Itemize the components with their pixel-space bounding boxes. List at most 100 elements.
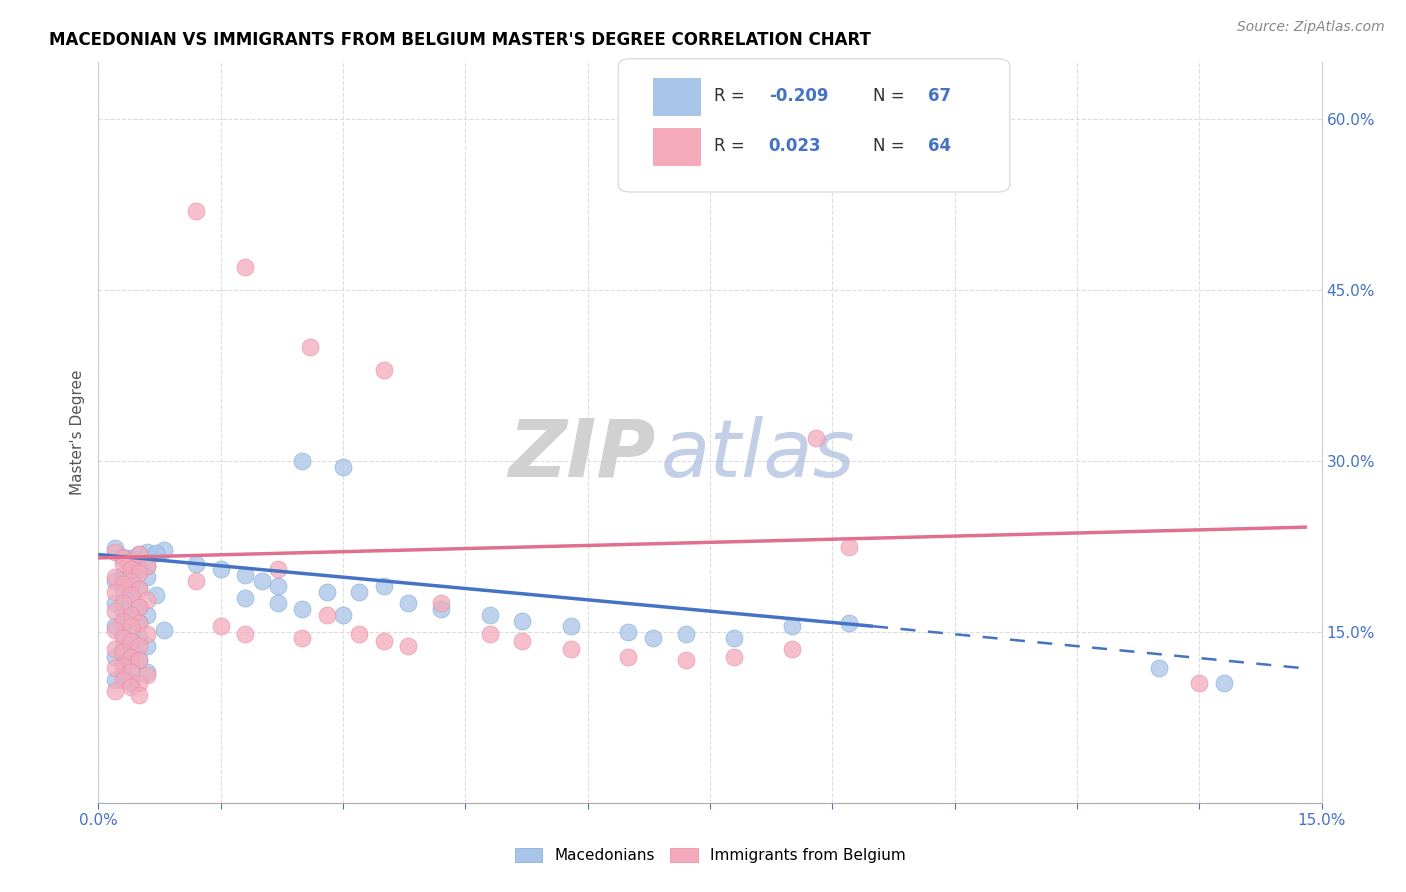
Point: [675, 653, 697, 667]
Point: [315, 585, 337, 599]
Point: [396, 597, 419, 611]
Point: [233, 568, 256, 582]
Point: [128, 582, 150, 596]
Point: [120, 607, 142, 622]
Point: [128, 562, 150, 576]
Point: [136, 665, 159, 679]
Text: atlas: atlas: [661, 416, 856, 494]
Point: [104, 541, 127, 555]
Point: [780, 642, 803, 657]
Text: R =: R =: [714, 87, 749, 104]
Point: [780, 619, 803, 633]
Point: [512, 614, 534, 628]
Point: [128, 676, 150, 690]
Point: [332, 459, 354, 474]
Point: [315, 607, 337, 622]
Point: [838, 615, 860, 630]
Point: [111, 673, 134, 687]
Point: [111, 614, 134, 628]
Point: [120, 562, 142, 576]
Point: [111, 642, 134, 657]
Point: [120, 645, 142, 659]
Point: [145, 589, 167, 603]
Point: [104, 545, 127, 559]
Point: [186, 574, 208, 588]
Point: [111, 577, 134, 591]
Point: [111, 549, 134, 564]
Point: [111, 568, 134, 582]
Point: [723, 650, 745, 665]
Point: [120, 557, 142, 571]
Point: [396, 639, 419, 653]
Point: [233, 591, 256, 605]
Point: [104, 570, 127, 584]
Point: [111, 657, 134, 671]
Point: [120, 577, 142, 591]
Point: [120, 593, 142, 607]
Point: [111, 645, 134, 659]
Point: [641, 631, 664, 645]
Point: [267, 562, 290, 576]
Point: [373, 579, 395, 593]
Point: [349, 627, 371, 641]
Point: [512, 634, 534, 648]
Point: [373, 634, 395, 648]
Legend: Macedonians, Immigrants from Belgium: Macedonians, Immigrants from Belgium: [509, 841, 911, 869]
Point: [186, 203, 208, 218]
Point: [128, 653, 150, 667]
Text: MACEDONIAN VS IMMIGRANTS FROM BELGIUM MASTER'S DEGREE CORRELATION CHART: MACEDONIAN VS IMMIGRANTS FROM BELGIUM MA…: [49, 31, 872, 49]
Point: [723, 631, 745, 645]
Point: [104, 619, 127, 633]
Point: [120, 665, 142, 679]
Text: 67: 67: [928, 87, 950, 104]
Point: [104, 642, 127, 657]
Point: [1188, 676, 1211, 690]
Point: [104, 661, 127, 675]
Point: [104, 684, 127, 698]
Point: [128, 548, 150, 562]
Point: [120, 661, 142, 675]
Point: [478, 627, 501, 641]
Point: [250, 574, 273, 588]
Point: [675, 627, 697, 641]
Point: [804, 431, 827, 445]
Point: [111, 604, 134, 618]
Point: [152, 543, 174, 558]
Point: [1147, 661, 1170, 675]
Point: [349, 585, 371, 599]
Point: [136, 558, 159, 573]
Point: [128, 688, 150, 702]
Text: ZIP: ZIP: [508, 416, 655, 494]
Point: [332, 607, 354, 622]
Point: [152, 623, 174, 637]
Point: [838, 540, 860, 554]
Point: [209, 619, 232, 633]
Point: [128, 566, 150, 580]
Point: [120, 680, 142, 694]
Point: [136, 639, 159, 653]
Point: [233, 260, 256, 275]
Point: [136, 558, 159, 573]
Point: [209, 562, 232, 576]
Point: [128, 599, 150, 614]
Point: [104, 597, 127, 611]
Point: [104, 585, 127, 599]
Point: [120, 676, 142, 690]
FancyBboxPatch shape: [652, 128, 702, 166]
Point: [111, 597, 134, 611]
Point: [104, 623, 127, 637]
Point: [120, 554, 142, 568]
Point: [430, 597, 453, 611]
Point: [111, 627, 134, 641]
Point: [291, 602, 314, 616]
Point: [120, 550, 142, 565]
Point: [233, 627, 256, 641]
Point: [111, 668, 134, 682]
Text: R =: R =: [714, 137, 749, 155]
Point: [478, 607, 501, 622]
Point: [120, 589, 142, 603]
Point: [136, 545, 159, 559]
Point: [120, 634, 142, 648]
Y-axis label: Master's Degree: Master's Degree: [69, 370, 84, 495]
Point: [430, 602, 453, 616]
